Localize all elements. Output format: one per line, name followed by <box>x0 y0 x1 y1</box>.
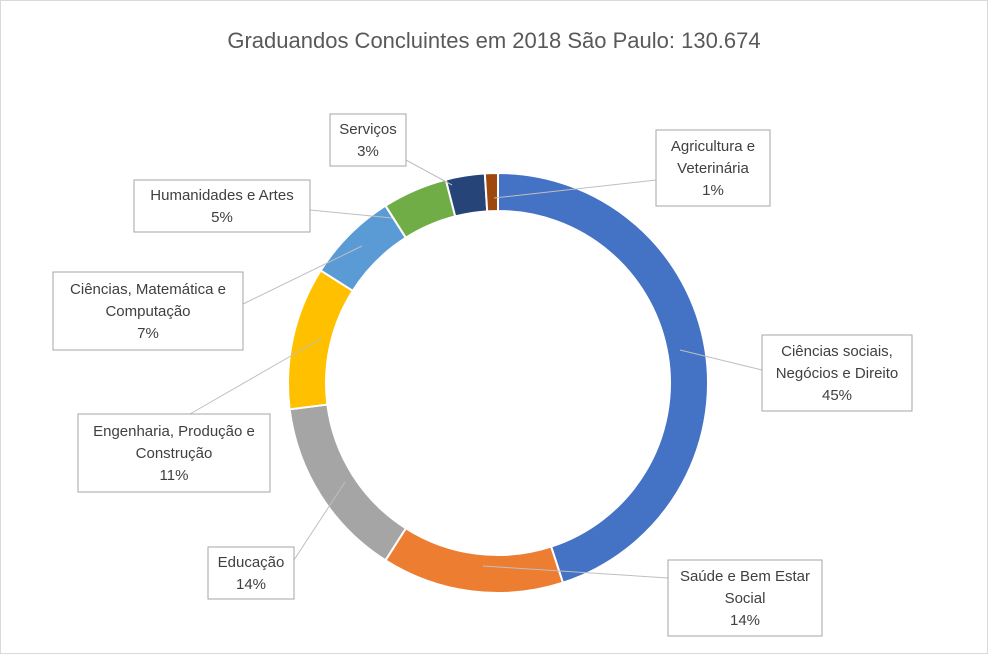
leader-line-6 <box>405 159 453 186</box>
data-label-box-5 <box>133 179 311 233</box>
data-label-text: Social <box>725 590 766 607</box>
data-label-text: Construção <box>136 445 213 462</box>
leader-line-2 <box>293 481 346 561</box>
data-label-text: Serviços <box>339 121 397 138</box>
data-label-pct: 1% <box>702 182 724 199</box>
data-label-box-2 <box>207 546 295 600</box>
data-label-pct: 45% <box>822 387 852 404</box>
data-label-box-7 <box>655 129 771 207</box>
data-label-box-0 <box>761 334 913 412</box>
data-label-pct: 7% <box>137 325 159 342</box>
data-label-pct: 11% <box>160 467 189 484</box>
slice-7 <box>483 171 499 213</box>
slice-2 <box>288 403 408 562</box>
slice-0 <box>497 171 709 584</box>
leader-line-0 <box>679 349 763 371</box>
data-label-text: Computação <box>105 303 190 320</box>
data-label-text: Ciências sociais, <box>781 343 893 360</box>
data-label-pct: 14% <box>730 612 760 629</box>
leader-line-3 <box>189 337 323 415</box>
data-label-pct: 14% <box>236 576 266 593</box>
data-label-text: Humanidades e Artes <box>150 187 293 204</box>
leader-line-7 <box>493 179 657 199</box>
data-label-text: Saúde e Bem Estar <box>680 568 810 585</box>
data-label-box-1 <box>667 559 823 637</box>
slice-1 <box>384 526 565 594</box>
leader-line-1 <box>482 565 669 579</box>
chart-title: Graduandos Concluintes em 2018 São Paulo… <box>227 28 761 53</box>
data-label-pct: 3% <box>357 143 379 160</box>
data-label-box-4 <box>52 271 244 351</box>
data-label-text: Agricultura e <box>671 138 755 155</box>
data-label-text: Engenharia, Produção e <box>93 423 255 440</box>
data-label-text: Veterinária <box>677 160 749 177</box>
leader-line-4 <box>242 245 363 305</box>
slice-3 <box>287 269 355 411</box>
leader-line-5 <box>309 209 393 219</box>
data-label-text: Ciências, Matemática e <box>70 281 226 298</box>
data-label-box-3 <box>77 413 271 493</box>
data-label-box-6 <box>329 113 407 167</box>
data-label-pct: 5% <box>211 209 233 226</box>
data-label-text: Educação <box>218 554 285 571</box>
data-label-text: Negócios e Direito <box>776 365 899 382</box>
